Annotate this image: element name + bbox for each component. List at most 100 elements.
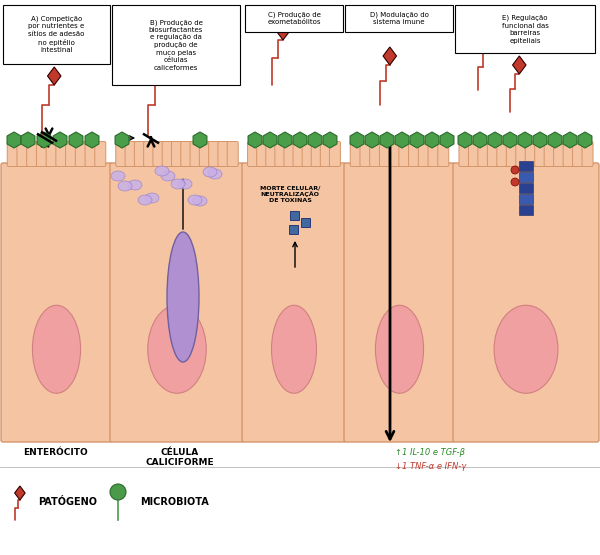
FancyBboxPatch shape (409, 142, 419, 166)
FancyBboxPatch shape (535, 142, 546, 166)
FancyBboxPatch shape (344, 163, 455, 442)
FancyBboxPatch shape (418, 142, 430, 166)
FancyBboxPatch shape (245, 5, 343, 32)
FancyBboxPatch shape (544, 142, 555, 166)
FancyBboxPatch shape (554, 142, 565, 166)
FancyBboxPatch shape (370, 142, 380, 166)
FancyBboxPatch shape (134, 142, 145, 166)
Circle shape (110, 484, 126, 500)
FancyBboxPatch shape (379, 142, 391, 166)
FancyBboxPatch shape (275, 142, 286, 166)
Polygon shape (518, 132, 532, 148)
FancyBboxPatch shape (56, 142, 67, 166)
Text: ENTERÓCITO: ENTERÓCITO (23, 448, 88, 457)
FancyBboxPatch shape (284, 142, 295, 166)
FancyBboxPatch shape (293, 142, 304, 166)
FancyBboxPatch shape (218, 142, 229, 166)
Polygon shape (380, 132, 394, 148)
FancyBboxPatch shape (428, 142, 439, 166)
FancyBboxPatch shape (525, 142, 536, 166)
Ellipse shape (111, 171, 125, 181)
FancyBboxPatch shape (478, 142, 489, 166)
FancyBboxPatch shape (572, 142, 584, 166)
Polygon shape (533, 132, 547, 148)
Polygon shape (263, 132, 277, 148)
Text: E) Regulação
funcional das
barreiras
epiteliais: E) Regulação funcional das barreiras epi… (502, 14, 548, 43)
Polygon shape (293, 132, 307, 148)
Bar (290, 211, 299, 220)
Ellipse shape (145, 193, 159, 203)
Polygon shape (481, 34, 494, 52)
Polygon shape (512, 56, 526, 74)
Polygon shape (7, 132, 21, 148)
Text: MORTE CELULAR/
NEUTRALIZAÇÃO
DE TOXINAS: MORTE CELULAR/ NEUTRALIZAÇÃO DE TOXINAS (260, 185, 320, 203)
Polygon shape (383, 47, 397, 65)
Bar (519, 205, 533, 215)
Polygon shape (563, 132, 577, 148)
Polygon shape (248, 132, 262, 148)
Polygon shape (458, 132, 472, 148)
Ellipse shape (161, 171, 175, 181)
Ellipse shape (193, 196, 207, 206)
FancyBboxPatch shape (563, 142, 574, 166)
FancyBboxPatch shape (26, 142, 38, 166)
FancyBboxPatch shape (497, 142, 508, 166)
FancyBboxPatch shape (7, 142, 18, 166)
Polygon shape (21, 132, 35, 148)
FancyBboxPatch shape (459, 142, 470, 166)
FancyBboxPatch shape (302, 142, 313, 166)
FancyBboxPatch shape (46, 142, 57, 166)
FancyBboxPatch shape (37, 142, 47, 166)
FancyBboxPatch shape (1, 163, 112, 442)
Ellipse shape (208, 169, 222, 179)
FancyBboxPatch shape (455, 5, 595, 53)
FancyBboxPatch shape (266, 142, 277, 166)
FancyBboxPatch shape (350, 142, 361, 166)
FancyBboxPatch shape (516, 142, 527, 166)
Text: C) Produção de
exometabólitos: C) Produção de exometabólitos (267, 12, 321, 26)
Ellipse shape (118, 181, 132, 191)
Polygon shape (548, 132, 562, 148)
Polygon shape (275, 20, 290, 40)
Polygon shape (69, 132, 83, 148)
FancyBboxPatch shape (438, 142, 449, 166)
FancyBboxPatch shape (257, 142, 268, 166)
FancyBboxPatch shape (329, 142, 340, 166)
Bar (519, 194, 533, 204)
FancyBboxPatch shape (389, 142, 400, 166)
Text: D) Modulação do
sistema imune: D) Modulação do sistema imune (370, 12, 428, 26)
Text: B) Produção de
biosurfactantes
e regulação da
produção de
muco pelas
células
cal: B) Produção de biosurfactantes e regulaç… (149, 19, 203, 70)
Text: MICROBIOTA: MICROBIOTA (140, 497, 209, 507)
FancyBboxPatch shape (76, 142, 86, 166)
Text: A) Competição
por nutrientes e
sítios de adesão
no epitélio
intestinal: A) Competição por nutrientes e sítios de… (28, 16, 85, 53)
FancyBboxPatch shape (582, 142, 593, 166)
Bar (519, 172, 533, 182)
Ellipse shape (188, 195, 202, 205)
Ellipse shape (128, 180, 142, 190)
Polygon shape (578, 132, 592, 148)
Polygon shape (308, 132, 322, 148)
Text: ↓1 TNF-α e IFN-γ: ↓1 TNF-α e IFN-γ (395, 462, 466, 471)
FancyBboxPatch shape (153, 142, 164, 166)
Bar (519, 161, 533, 171)
FancyBboxPatch shape (162, 142, 173, 166)
Polygon shape (365, 132, 379, 148)
Polygon shape (473, 132, 487, 148)
Circle shape (511, 166, 519, 174)
Ellipse shape (167, 232, 199, 362)
FancyBboxPatch shape (227, 142, 238, 166)
Polygon shape (350, 132, 364, 148)
Ellipse shape (148, 305, 206, 393)
Polygon shape (440, 132, 454, 148)
Polygon shape (115, 132, 129, 148)
Ellipse shape (376, 305, 424, 393)
Ellipse shape (203, 167, 217, 177)
Polygon shape (47, 67, 61, 85)
Bar (519, 183, 533, 193)
Ellipse shape (155, 166, 169, 176)
Polygon shape (37, 132, 51, 148)
Polygon shape (395, 132, 409, 148)
Polygon shape (323, 132, 337, 148)
Polygon shape (154, 67, 167, 85)
FancyBboxPatch shape (487, 142, 499, 166)
